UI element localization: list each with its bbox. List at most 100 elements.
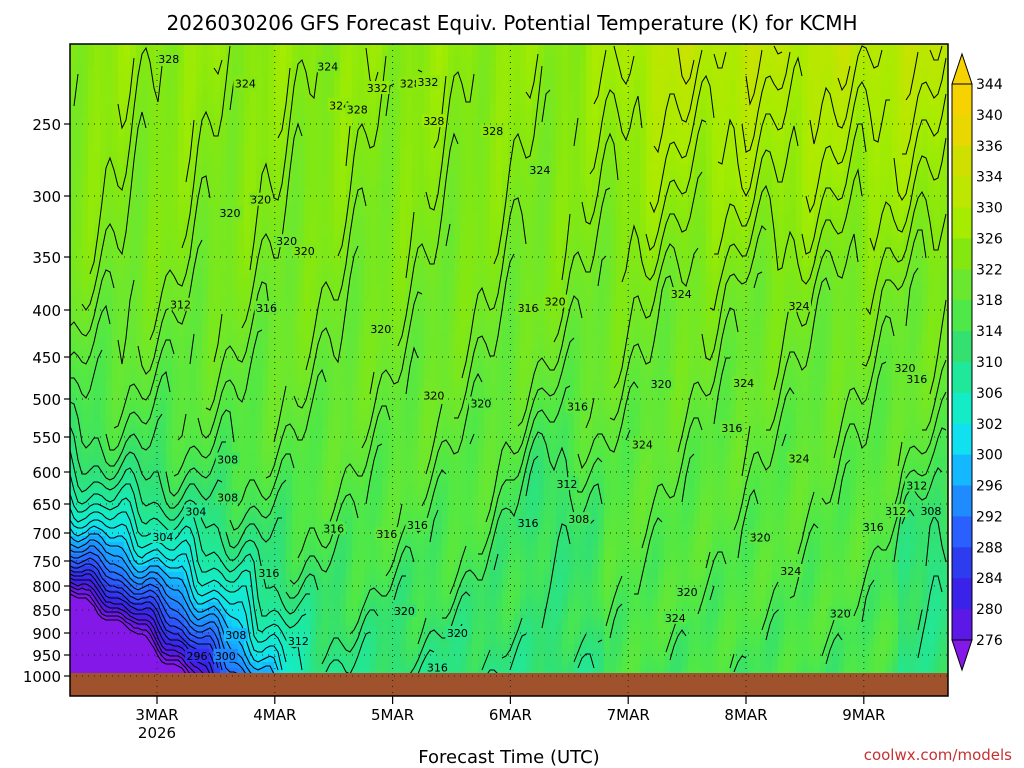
field-cell (88, 80, 95, 87)
field-cell (94, 392, 101, 399)
field-cell (118, 44, 125, 51)
field-cell (160, 290, 167, 297)
field-cell (292, 146, 299, 153)
field-cell (292, 566, 299, 573)
field-cell (322, 284, 329, 291)
field-cell (298, 536, 305, 543)
field-cell (160, 416, 167, 423)
field-cell (142, 596, 149, 603)
field-cell (226, 386, 233, 393)
field-cell (148, 194, 155, 201)
field-cell (100, 290, 107, 297)
field-cell (172, 236, 179, 243)
field-cell (220, 248, 227, 255)
field-cell (244, 494, 251, 501)
field-cell (232, 428, 239, 435)
field-cell (328, 176, 335, 183)
field-cell (208, 98, 215, 105)
field-cell (148, 170, 155, 177)
field-cell (124, 380, 131, 387)
field-cell (226, 476, 233, 483)
field-cell (124, 662, 131, 669)
field-cell (136, 584, 143, 591)
field-cell (286, 266, 293, 273)
field-cell (196, 278, 203, 285)
field-cell (226, 302, 233, 309)
field-cell (94, 266, 101, 273)
field-cell (214, 410, 221, 417)
field-cell (88, 188, 95, 195)
field-cell (70, 356, 77, 363)
field-cell (76, 206, 83, 213)
field-cell (100, 116, 107, 123)
field-cell (256, 350, 263, 357)
field-cell (316, 608, 323, 615)
field-cell (244, 200, 251, 207)
field-cell (202, 392, 209, 399)
field-cell (226, 446, 233, 453)
field-cell (106, 596, 113, 603)
field-cell (226, 80, 233, 87)
field-cell (76, 62, 83, 69)
field-cell (112, 506, 119, 513)
field-cell (208, 74, 215, 81)
field-cell (238, 92, 245, 99)
field-cell (280, 506, 287, 513)
field-cell (148, 92, 155, 99)
field-cell (196, 362, 203, 369)
field-cell (148, 542, 155, 549)
field-cell (70, 104, 77, 111)
field-cell (100, 464, 107, 471)
field-cell (262, 218, 269, 225)
field-cell (280, 194, 287, 201)
field-cell (268, 458, 275, 465)
field-cell (88, 668, 95, 675)
field-cell (82, 488, 89, 495)
field-cell (322, 134, 329, 141)
field-cell (130, 218, 137, 225)
field-cell (130, 500, 137, 507)
field-cell (154, 638, 161, 645)
field-cell (334, 332, 341, 339)
field-cell (178, 236, 185, 243)
field-cell (190, 584, 197, 591)
field-cell (268, 650, 275, 657)
field-cell (310, 608, 317, 615)
field-cell (142, 584, 149, 591)
field-cell (238, 260, 245, 267)
field-cell (292, 80, 299, 87)
field-cell (262, 92, 269, 99)
field-cell (88, 242, 95, 249)
field-cell (310, 116, 317, 123)
field-cell (220, 194, 227, 201)
field-cell (196, 518, 203, 525)
field-cell (118, 68, 125, 75)
field-cell (214, 230, 221, 237)
field-cell (142, 140, 149, 147)
field-cell (100, 92, 107, 99)
field-cell (100, 194, 107, 201)
field-cell (70, 92, 77, 99)
field-cell (124, 302, 131, 309)
field-cell (274, 152, 281, 159)
field-cell (88, 548, 95, 555)
field-cell (124, 62, 131, 69)
field-cell (322, 200, 329, 207)
field-cell (124, 494, 131, 501)
field-cell (106, 530, 113, 537)
field-cell (76, 284, 83, 291)
field-cell (160, 446, 167, 453)
field-cell (142, 638, 149, 645)
field-cell (286, 554, 293, 561)
field-cell (262, 548, 269, 555)
field-cell (232, 302, 239, 309)
field-cell (184, 278, 191, 285)
field-cell (196, 626, 203, 633)
field-cell (202, 608, 209, 615)
field-cell (106, 326, 113, 333)
field-cell (154, 416, 161, 423)
field-cell (238, 188, 245, 195)
field-cell (148, 338, 155, 345)
field-cell (232, 410, 239, 417)
field-cell (160, 422, 167, 429)
